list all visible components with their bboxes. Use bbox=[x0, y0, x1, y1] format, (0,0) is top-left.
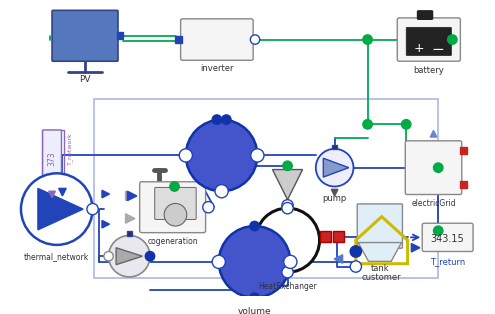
Bar bbox=[460, 147, 467, 154]
Circle shape bbox=[363, 120, 372, 129]
Polygon shape bbox=[102, 220, 109, 228]
Circle shape bbox=[284, 255, 297, 268]
Circle shape bbox=[170, 182, 179, 191]
FancyBboxPatch shape bbox=[181, 19, 253, 60]
Circle shape bbox=[146, 252, 155, 261]
Polygon shape bbox=[331, 189, 338, 196]
Polygon shape bbox=[272, 170, 302, 200]
Text: inverter: inverter bbox=[200, 64, 234, 73]
Text: tank: tank bbox=[371, 264, 389, 273]
Polygon shape bbox=[430, 130, 437, 137]
FancyBboxPatch shape bbox=[140, 182, 205, 233]
Circle shape bbox=[282, 203, 293, 214]
Circle shape bbox=[250, 35, 260, 44]
Text: −: − bbox=[432, 42, 445, 57]
Polygon shape bbox=[127, 191, 137, 201]
FancyBboxPatch shape bbox=[357, 204, 402, 248]
FancyBboxPatch shape bbox=[406, 27, 451, 56]
Polygon shape bbox=[126, 191, 135, 201]
Bar bbox=[42, 130, 64, 198]
FancyBboxPatch shape bbox=[397, 18, 460, 61]
Circle shape bbox=[434, 163, 443, 172]
Bar bbox=[175, 36, 182, 43]
Circle shape bbox=[283, 161, 292, 171]
Circle shape bbox=[250, 221, 259, 231]
Circle shape bbox=[447, 35, 457, 44]
Circle shape bbox=[212, 255, 225, 268]
Polygon shape bbox=[49, 191, 55, 198]
Circle shape bbox=[21, 173, 93, 245]
Text: 343.15: 343.15 bbox=[431, 234, 464, 244]
Bar bbox=[460, 181, 467, 188]
Bar bbox=[320, 231, 331, 242]
FancyBboxPatch shape bbox=[422, 223, 473, 252]
Text: cogeneration: cogeneration bbox=[148, 237, 198, 246]
Circle shape bbox=[282, 200, 293, 211]
Polygon shape bbox=[323, 158, 349, 177]
Circle shape bbox=[104, 252, 113, 261]
Text: pump: pump bbox=[323, 194, 347, 203]
Circle shape bbox=[219, 226, 291, 298]
Circle shape bbox=[108, 236, 150, 277]
Circle shape bbox=[222, 115, 231, 124]
Bar bbox=[332, 144, 337, 149]
Circle shape bbox=[215, 185, 228, 198]
Circle shape bbox=[255, 208, 320, 272]
Text: HeatExchanger: HeatExchanger bbox=[258, 282, 317, 291]
Text: T_network: T_network bbox=[67, 133, 73, 165]
Circle shape bbox=[203, 202, 214, 213]
Text: PV: PV bbox=[79, 75, 91, 84]
Text: +: + bbox=[414, 42, 425, 56]
Circle shape bbox=[186, 120, 257, 191]
Text: T_return: T_return bbox=[430, 257, 465, 266]
Bar bbox=[117, 32, 123, 39]
Bar bbox=[95, 99, 438, 278]
Polygon shape bbox=[358, 242, 401, 261]
Text: volume: volume bbox=[238, 307, 271, 314]
Circle shape bbox=[212, 115, 222, 124]
Circle shape bbox=[434, 226, 443, 236]
Text: electricGrid: electricGrid bbox=[411, 199, 456, 208]
Circle shape bbox=[350, 246, 361, 257]
Circle shape bbox=[87, 203, 98, 215]
FancyBboxPatch shape bbox=[405, 141, 462, 194]
Polygon shape bbox=[334, 255, 343, 263]
Text: battery: battery bbox=[413, 66, 444, 75]
Polygon shape bbox=[58, 188, 66, 196]
Polygon shape bbox=[102, 190, 109, 198]
FancyBboxPatch shape bbox=[52, 10, 118, 61]
FancyBboxPatch shape bbox=[155, 187, 196, 219]
Circle shape bbox=[363, 35, 372, 44]
Polygon shape bbox=[38, 188, 83, 230]
Circle shape bbox=[179, 149, 193, 162]
Polygon shape bbox=[126, 214, 135, 223]
Bar bbox=[127, 231, 132, 236]
Circle shape bbox=[164, 203, 187, 226]
Circle shape bbox=[282, 267, 293, 278]
Circle shape bbox=[350, 261, 361, 272]
Circle shape bbox=[251, 149, 264, 162]
Polygon shape bbox=[411, 243, 420, 252]
FancyBboxPatch shape bbox=[43, 130, 61, 187]
Polygon shape bbox=[251, 302, 258, 310]
Bar bbox=[333, 231, 344, 242]
Polygon shape bbox=[116, 248, 143, 265]
Text: customer: customer bbox=[362, 273, 401, 282]
Circle shape bbox=[316, 149, 353, 187]
FancyBboxPatch shape bbox=[417, 11, 433, 19]
Text: 373: 373 bbox=[48, 151, 56, 165]
Text: thermal_network: thermal_network bbox=[24, 252, 90, 262]
Circle shape bbox=[250, 293, 259, 302]
Circle shape bbox=[401, 120, 411, 129]
